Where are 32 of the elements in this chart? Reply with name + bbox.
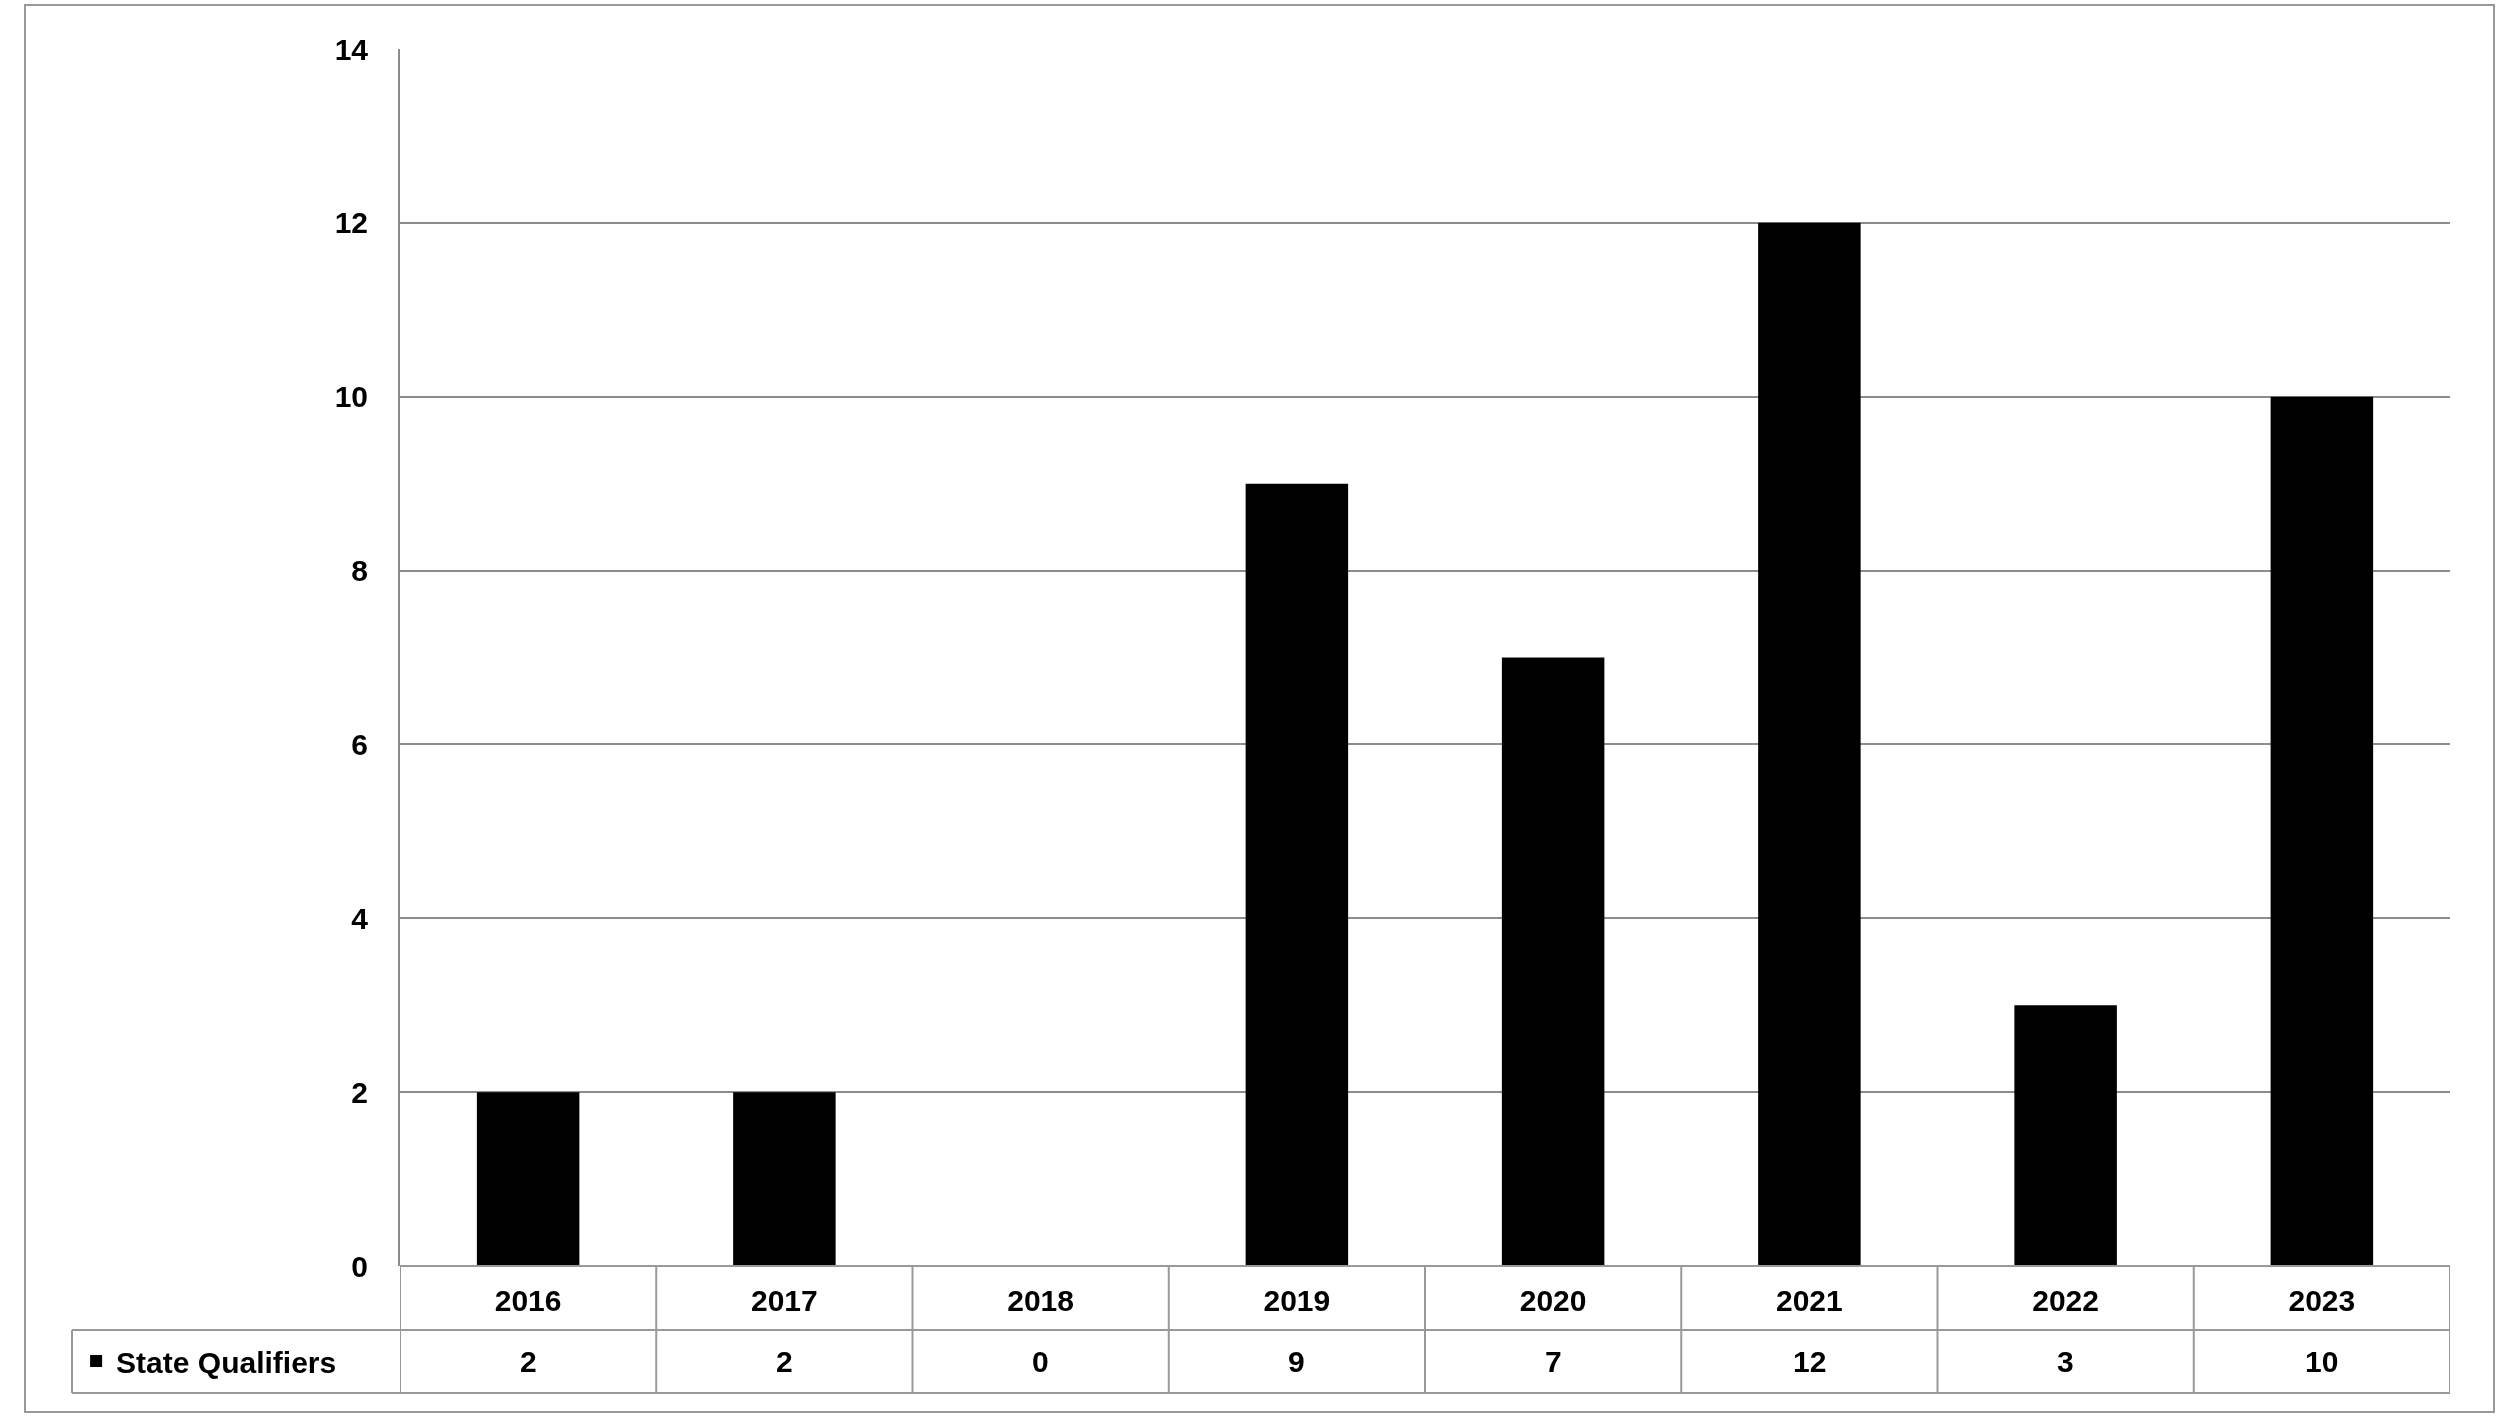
data-label: 12: [1793, 1345, 1827, 1378]
data-label: 7: [1545, 1345, 1562, 1378]
bar: [476, 1092, 580, 1266]
x-tick-label: 2020: [1519, 1284, 1587, 1317]
y-tick-label: 8: [351, 554, 368, 588]
data-label: 9: [1288, 1345, 1305, 1378]
bar: [2014, 1005, 2117, 1266]
y-tick-label: 0: [351, 1249, 368, 1283]
y-tick-label: 6: [351, 727, 368, 761]
x-tick-label: 2017: [751, 1284, 818, 1317]
data-label: 10: [2305, 1345, 2339, 1378]
y-tick-label: 10: [334, 380, 368, 414]
y-tick-label: 12: [334, 206, 368, 240]
data-label: 0: [1032, 1345, 1049, 1378]
data-label: 3: [2057, 1345, 2074, 1378]
y-tick-label: 14: [334, 32, 369, 66]
y-tick-label: 4: [351, 901, 369, 935]
data-label: 2: [520, 1345, 537, 1378]
x-tick-label: 2018: [1007, 1284, 1075, 1317]
legend-label: State Qualifiers: [116, 1345, 337, 1379]
bar: [1245, 483, 1349, 1266]
data-label: 2: [776, 1345, 793, 1378]
x-tick-label: 2023: [2288, 1284, 2356, 1317]
y-tick-label: 2: [351, 1075, 368, 1109]
bar: [1501, 657, 1605, 1266]
bar: [2270, 396, 2374, 1266]
bar: [733, 1092, 836, 1266]
x-tick-label: 2019: [1263, 1284, 1331, 1317]
x-tick-label: 2021: [1776, 1284, 1843, 1317]
bar: [1758, 222, 1861, 1266]
x-tick-label: 2022: [2032, 1284, 2099, 1317]
x-tick-label: 2016: [494, 1284, 562, 1317]
